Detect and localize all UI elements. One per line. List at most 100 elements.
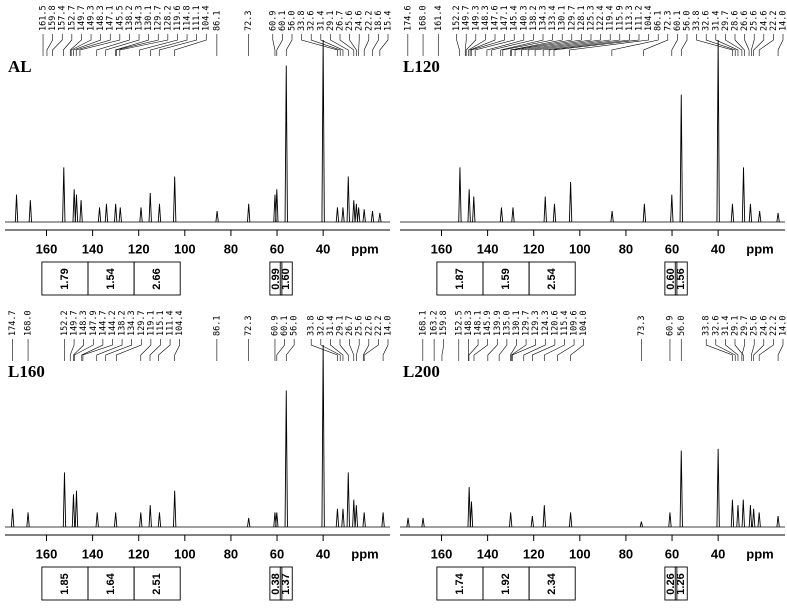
- integral-bracket: [269, 261, 283, 296]
- peak: [74, 490, 79, 528]
- peak-label: 56.0: [683, 11, 693, 31]
- peak-leader: [465, 34, 477, 56]
- peak-leader: [74, 339, 94, 361]
- peak: [469, 501, 474, 528]
- peak-label: 31.4: [316, 11, 326, 31]
- peak: [173, 176, 177, 223]
- peak: [467, 189, 471, 223]
- x-tick-label: 60: [270, 241, 284, 256]
- peak: [28, 200, 33, 223]
- peak-label: 157.4: [58, 5, 68, 31]
- integral-label: 1.56: [675, 268, 687, 289]
- peak-label: 124.3: [541, 310, 551, 336]
- integral-label: 1.74: [454, 572, 466, 594]
- peak-label: 149.7: [462, 5, 472, 31]
- peak: [354, 505, 358, 528]
- peak-label: 109.6: [570, 310, 580, 336]
- peak-label: 72.3: [244, 316, 254, 336]
- integral-bracket: [674, 261, 688, 296]
- x-tick-label: 120: [128, 241, 150, 256]
- peak: [284, 390, 288, 528]
- peak-leader: [310, 34, 341, 56]
- peak-label: 29.7: [721, 11, 731, 31]
- peak: [362, 209, 366, 223]
- peak-label: 86.1: [212, 316, 222, 336]
- peak-label: 159.8: [48, 5, 58, 31]
- x-tick-label: 80: [224, 241, 238, 256]
- peak: [97, 207, 102, 223]
- x-tick-label: 60: [665, 241, 679, 256]
- peak-leader: [310, 339, 338, 361]
- peak-label: 134.3: [127, 310, 137, 336]
- peak-leader: [285, 339, 295, 361]
- peak-leader: [285, 34, 293, 56]
- x-tick-label: 120: [128, 546, 150, 561]
- peak-leader: [510, 339, 517, 361]
- peak: [10, 508, 15, 528]
- integral-bracket: [133, 261, 181, 296]
- peak: [72, 189, 76, 223]
- peak-leader: [82, 339, 113, 361]
- x-tick-label: 140: [477, 241, 499, 256]
- peak-label: 32.6: [711, 316, 721, 336]
- peak-label: 29.1: [731, 316, 741, 336]
- peak-leader: [301, 34, 338, 56]
- peak-label: 129.7: [154, 5, 164, 31]
- peak-leader: [73, 34, 101, 56]
- peak-label: 140.3: [519, 5, 529, 31]
- peak-label: 161.5: [39, 5, 49, 31]
- peak: [370, 211, 375, 223]
- peak-label: 26.7: [336, 11, 346, 31]
- peak-leader: [105, 34, 140, 56]
- peak-label: 148.3: [79, 310, 89, 336]
- peak-leader: [105, 339, 132, 361]
- peak-leader: [777, 34, 784, 56]
- peak: [71, 494, 76, 528]
- peak-leader: [174, 339, 180, 361]
- peak-label: 113.3: [625, 5, 635, 31]
- peak-leader: [715, 34, 739, 56]
- peak-leader: [349, 339, 355, 361]
- peak: [530, 516, 534, 528]
- peak-leader: [116, 339, 142, 361]
- peak-leader: [680, 34, 688, 56]
- peak-label: 86.1: [654, 11, 664, 31]
- peak-label: 134.3: [539, 5, 549, 31]
- peak: [748, 203, 753, 223]
- peak-label: 60.9: [270, 316, 280, 336]
- peak-leader: [498, 339, 508, 361]
- peak-leader: [69, 34, 82, 56]
- peak: [610, 211, 614, 223]
- integral-label: 1.60: [280, 268, 292, 289]
- peak-label: 130.1: [144, 5, 154, 31]
- peak-leader: [70, 34, 92, 56]
- peak-label: 56.0: [290, 316, 300, 336]
- peak-label: 138.2: [125, 5, 135, 31]
- peak: [62, 167, 66, 223]
- peak-label: 60.9: [268, 11, 278, 31]
- peak-label: 22.6: [364, 316, 374, 336]
- peak: [173, 490, 177, 528]
- peak-leader: [339, 339, 349, 361]
- peak: [716, 448, 720, 528]
- x-tick-label: 40: [711, 241, 725, 256]
- peak-label: 104.4: [202, 5, 212, 31]
- peak-label: 114.8: [183, 5, 193, 31]
- peak-leader: [75, 34, 111, 56]
- peak-label: 14.0: [779, 11, 787, 31]
- peak-label: 152.2: [452, 5, 462, 31]
- peak-leader: [468, 339, 479, 361]
- peak: [381, 512, 385, 528]
- peak-label: 147.1: [106, 5, 116, 31]
- x-tick-label: 100: [569, 546, 591, 561]
- peak-leader: [52, 34, 63, 56]
- peak-label: 15.4: [384, 11, 394, 31]
- peak: [341, 508, 345, 528]
- peak: [406, 517, 410, 528]
- peak: [275, 189, 279, 223]
- peak: [275, 512, 279, 528]
- peak-label: 145.9: [483, 310, 493, 336]
- peak: [741, 499, 745, 528]
- peak-label: 24.6: [355, 11, 365, 31]
